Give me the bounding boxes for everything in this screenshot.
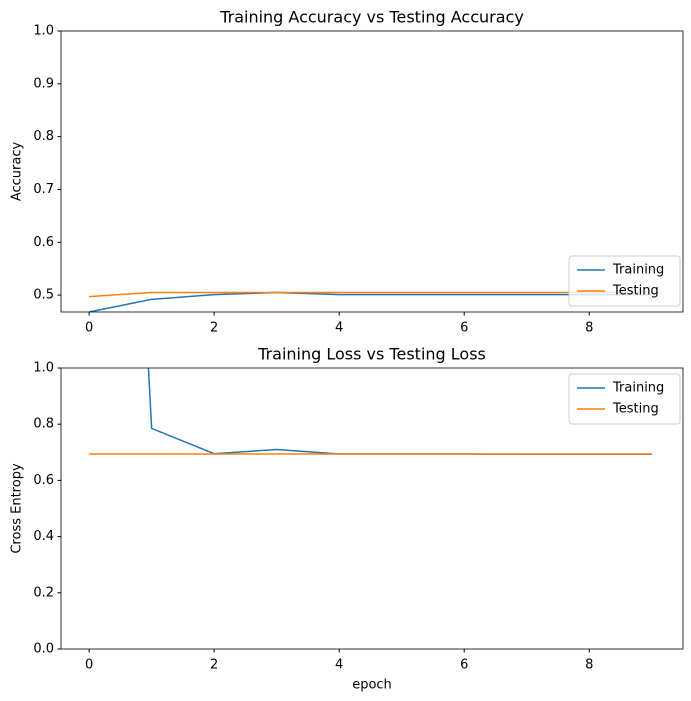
chart-title: Training Loss vs Testing Loss xyxy=(257,345,486,364)
y-tick-label: 0.8 xyxy=(33,417,54,432)
data-line xyxy=(147,368,652,456)
legend-box xyxy=(568,255,681,307)
data-line xyxy=(88,291,652,312)
x-tick-label: 2 xyxy=(210,321,218,336)
y-tick-label: 0.0 xyxy=(33,642,54,657)
legend-label: Testing xyxy=(612,402,659,417)
axes-frame xyxy=(60,367,684,650)
y-tick-label: 0.6 xyxy=(33,235,54,250)
x-tick-label: 8 xyxy=(585,321,593,336)
x-tick-label: 4 xyxy=(335,658,343,673)
legend-box xyxy=(568,373,681,425)
x-axis-label: epoch xyxy=(352,678,392,693)
y-axis-label: Accuracy xyxy=(10,142,25,202)
axes-frame xyxy=(60,30,684,313)
legend-label: Training xyxy=(612,263,664,278)
y-tick-label: 1.0 xyxy=(33,24,54,39)
y-axis-label: Cross Entropy xyxy=(10,463,25,554)
y-tick-label: 0.5 xyxy=(33,288,54,303)
x-tick-label: 6 xyxy=(460,321,468,336)
y-tick-label: 0.4 xyxy=(33,529,54,544)
y-tick-label: 0.6 xyxy=(33,473,54,488)
x-tick-label: 8 xyxy=(585,658,593,673)
x-tick-label: 0 xyxy=(85,658,93,673)
x-tick-label: 6 xyxy=(460,658,468,673)
legend: Training Testing xyxy=(568,373,681,425)
legend-label: Testing xyxy=(612,284,659,299)
y-tick-label: 0.7 xyxy=(33,182,54,197)
legend-label: Training xyxy=(612,381,664,396)
chart-title: Training Accuracy vs Testing Accuracy xyxy=(219,8,524,27)
legend: Training Testing xyxy=(568,255,681,307)
y-tick-label: 0.8 xyxy=(33,129,54,144)
y-tick-label: 0.2 xyxy=(33,585,54,600)
y-tick-label: 0.9 xyxy=(33,76,54,91)
x-tick-label: 0 xyxy=(85,321,93,336)
x-tick-label: 2 xyxy=(210,658,218,673)
y-tick-label: 1.0 xyxy=(33,361,54,376)
x-tick-label: 4 xyxy=(335,321,343,336)
data-line xyxy=(89,291,652,298)
